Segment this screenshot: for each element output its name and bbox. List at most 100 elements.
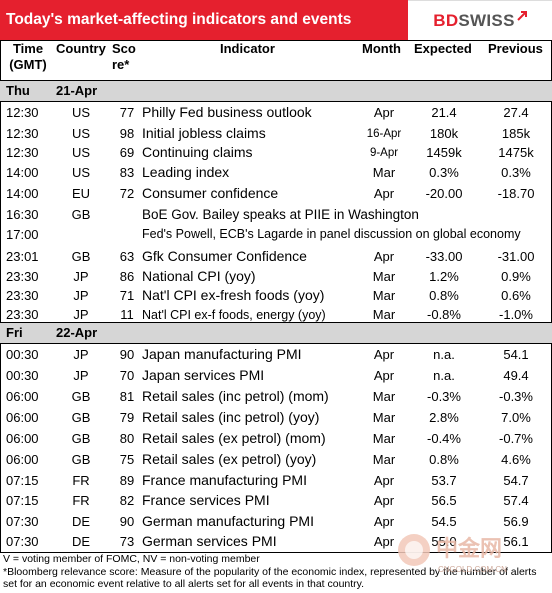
indicator-cell: Retail sales (inc petrol) (mom) (142, 388, 329, 404)
country-cell: GB (71, 207, 91, 222)
score-cell: 73 (119, 534, 135, 549)
indicator-cell: Consumer confidence (142, 185, 279, 201)
time-cell: 23:30 (6, 269, 39, 284)
expected-cell: -20.00 (425, 186, 463, 201)
score-cell: 63 (119, 249, 135, 264)
table-row: 07:30 DE 90 German manufacturing PMI Apr 54.5… (0, 511, 552, 531)
time-cell: 23:01 (6, 249, 39, 264)
expected-cell: 1459k (426, 145, 462, 160)
table-row: 12:30 US 98 Initial jobless claims 16-Apr 180… (0, 123, 552, 142)
month-cell: Apr (373, 514, 395, 529)
previous-cell: 4.6% (501, 452, 531, 467)
indicator-cell: German manufacturing PMI (142, 513, 314, 529)
table-row: 07:15 FR 89 France manufacturing PMI Apr 53.7… (0, 470, 552, 490)
cngold-watermark: 中金网 CNGOLD.COM.CN (398, 534, 507, 574)
column-headers: Time (GMT) Country Sco re* Indicator Month… (0, 40, 552, 80)
table-row: 12:30 US 77 Philly Fed business outlook Apr 2… (0, 102, 552, 123)
report-header: Today's market-affecting indicators and … (0, 0, 552, 40)
score-cell: 71 (119, 288, 135, 303)
country-cell: JP (73, 288, 89, 303)
month-cell: Mar (372, 307, 396, 322)
previous-cell: 185k (501, 126, 531, 141)
indicator-cell: Japan manufacturing PMI (142, 346, 302, 362)
col-month: Month (362, 41, 401, 56)
month-cell: Mar (372, 165, 396, 180)
month-cell: Apr (373, 534, 395, 549)
time-cell: 06:00 (6, 410, 39, 425)
table-top-border (0, 40, 552, 41)
month-cell: Mar (372, 431, 396, 446)
indicator-cell: Retail sales (inc petrol) (yoy) (142, 409, 320, 425)
time-cell: 23:30 (6, 288, 39, 303)
score-cell: 11 (120, 307, 134, 322)
month-cell: Mar (372, 269, 396, 284)
expected-cell: 56.5 (431, 493, 457, 508)
time-cell: 07:30 (6, 534, 39, 549)
country-cell: US (71, 126, 91, 141)
score-cell: 75 (119, 452, 135, 467)
table-bottom-border (0, 552, 552, 553)
time-cell: 16:30 (6, 207, 39, 222)
table-row: 06:00 GB 80 Retail sales (ex petrol) (mom) M… (0, 428, 552, 449)
indicator-cell: Continuing claims (142, 144, 253, 160)
previous-cell: -0.7% (499, 431, 533, 446)
score-cell: 72 (119, 186, 135, 201)
header-divider (0, 80, 552, 81)
col-score: Sco re* (112, 41, 136, 72)
month-cell: Apr (373, 473, 395, 488)
table-row: 16:30 GB BoE Gov. Bailey speaks at PIIE in… (0, 204, 552, 224)
previous-cell: 57.4 (503, 493, 529, 508)
expected-cell: 0.8% (429, 452, 459, 467)
time-cell: 06:00 (6, 431, 39, 446)
previous-cell: 0.3% (501, 165, 531, 180)
time-cell: 07:30 (6, 514, 39, 529)
expected-cell: -0.3% (427, 389, 461, 404)
country-cell: GB (71, 389, 91, 404)
indicator-cell: Retail sales (ex petrol) (mom) (142, 430, 326, 446)
time-cell: 06:00 (6, 389, 39, 404)
svg-text:中金网: 中金网 (436, 536, 502, 562)
indicator-cell: Initial jobless claims (142, 125, 266, 141)
time-cell: 00:30 (6, 368, 39, 383)
time-cell: 12:30 (6, 126, 39, 141)
table-row: 14:00 EU 72 Consumer confidence Apr -20.00 -18… (0, 183, 552, 204)
table-row: 06:00 GB 81 Retail sales (inc petrol) (mom)… (0, 386, 552, 407)
event-cell: Fed's Powell, ECB's Lagarde in panel dis… (142, 227, 521, 241)
previous-cell: 54.7 (503, 473, 529, 488)
month-cell: 9-Apr (369, 147, 399, 159)
indicator-cell: Philly Fed business outlook (142, 104, 312, 120)
score-cell: 77 (119, 105, 135, 120)
expected-cell: 2.8% (429, 410, 459, 425)
country-cell: JP (73, 368, 89, 383)
country-cell: FR (72, 473, 90, 488)
previous-cell: 56.9 (503, 514, 529, 529)
previous-cell: -18.70 (497, 186, 535, 201)
indicator-cell: Gfk Consumer Confidence (142, 248, 307, 264)
time-cell: 07:15 (6, 473, 39, 488)
time-cell: 12:30 (6, 145, 39, 160)
country-cell: FR (72, 493, 90, 508)
expected-cell: 54.5 (431, 514, 457, 529)
score-cell: 81 (119, 389, 135, 404)
time-cell: 14:00 (6, 165, 39, 180)
country-cell: GB (71, 431, 91, 446)
table-row: 23:30 JP 11 Nat'l CPI ex-f foods, energy (y… (0, 304, 552, 322)
previous-cell: 49.4 (503, 368, 529, 383)
score-cell: 90 (119, 347, 135, 362)
expected-cell: -0.4% (427, 431, 461, 446)
month-cell: Mar (372, 410, 396, 425)
month-cell: 16-Apr (366, 128, 402, 140)
country-cell: DE (71, 534, 91, 549)
col-previous: Previous (488, 41, 543, 56)
previous-cell: 1475k (498, 145, 534, 160)
table-left-border (0, 40, 1, 552)
previous-cell: 27.4 (503, 105, 529, 120)
table-row: 00:30 JP 90 Japan manufacturing PMI Apr n.a. 5… (0, 344, 552, 365)
month-cell: Mar (372, 389, 396, 404)
indicator-cell: German services PMI (142, 533, 277, 549)
month-cell: Mar (372, 452, 396, 467)
table-row: 23:30 JP 86 National CPI (yoy) Mar 1.2% 0.9% (0, 266, 552, 285)
country-cell: GB (71, 249, 91, 264)
previous-cell: 0.9% (501, 269, 531, 284)
month-cell: Mar (372, 288, 396, 303)
